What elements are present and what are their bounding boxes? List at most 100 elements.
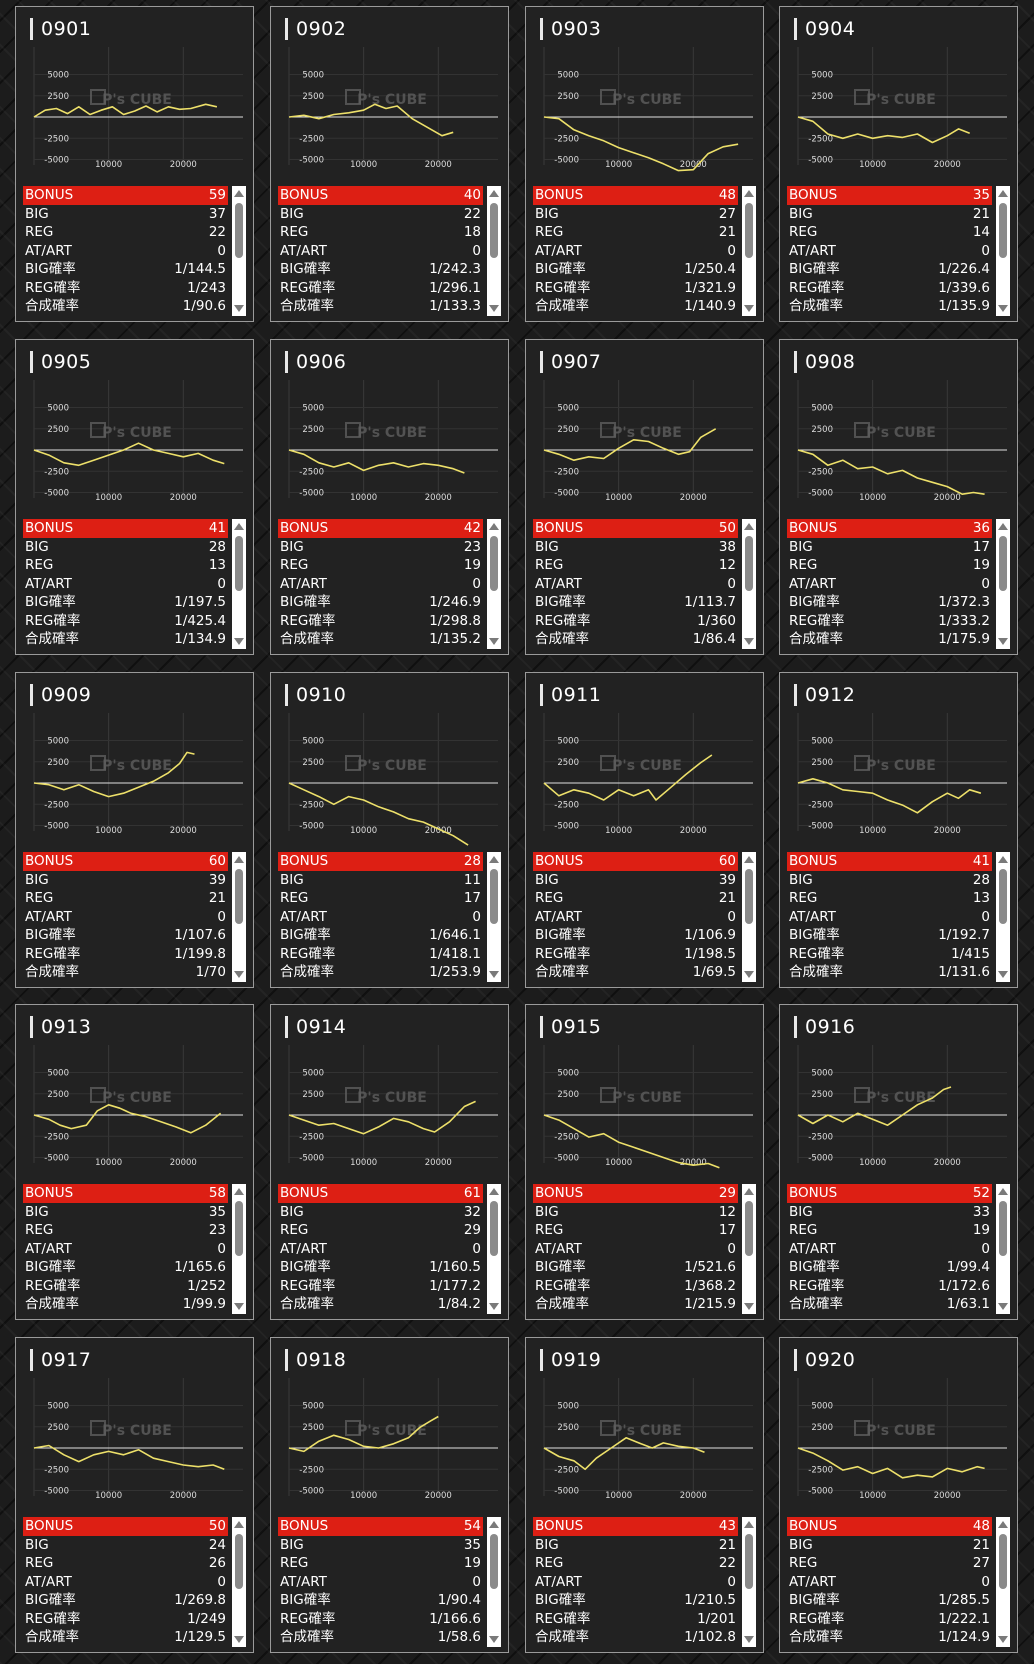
machine-number[interactable]: 0902 xyxy=(296,18,347,40)
scroll-up-arrow-icon[interactable] xyxy=(744,190,754,197)
machine-number[interactable]: 0901 xyxy=(41,18,92,40)
scroll-up-arrow-icon[interactable] xyxy=(998,856,1008,863)
scroll-up-arrow-icon[interactable] xyxy=(489,523,499,530)
scrollbar-thumb[interactable] xyxy=(745,1534,753,1589)
scroll-up-arrow-icon[interactable] xyxy=(489,1188,499,1195)
stats-scrollbar[interactable] xyxy=(232,852,246,982)
stats-scrollbar[interactable] xyxy=(487,186,501,316)
machine-card[interactable]: 0915 10000 20000 5000 2500 -2500 -5000 P's CUB… xyxy=(525,1004,764,1320)
scrollbar-thumb[interactable] xyxy=(490,536,498,591)
scrollbar-thumb[interactable] xyxy=(490,1534,498,1589)
scroll-up-arrow-icon[interactable] xyxy=(744,856,754,863)
machine-card[interactable]: 0904 10000 20000 5000 2500 -2500 -5000 P's CUB… xyxy=(779,6,1018,322)
scroll-down-arrow-icon[interactable] xyxy=(234,971,244,978)
machine-number[interactable]: 0920 xyxy=(805,1349,856,1371)
machine-number[interactable]: 0919 xyxy=(551,1349,602,1371)
machine-card[interactable]: 0910 10000 20000 5000 2500 -2500 -5000 P's CUB… xyxy=(270,672,509,988)
stats-scrollbar[interactable] xyxy=(742,852,756,982)
scroll-up-arrow-icon[interactable] xyxy=(234,523,244,530)
scrollbar-thumb[interactable] xyxy=(745,869,753,924)
machine-card[interactable]: 0911 10000 20000 5000 2500 -2500 -5000 P's CUB… xyxy=(525,672,764,988)
scrollbar-thumb[interactable] xyxy=(999,1534,1007,1589)
machine-number[interactable]: 0904 xyxy=(805,18,856,40)
scrollbar-thumb[interactable] xyxy=(235,536,243,591)
stats-scrollbar[interactable] xyxy=(232,186,246,316)
scrollbar-thumb[interactable] xyxy=(745,536,753,591)
scroll-up-arrow-icon[interactable] xyxy=(998,523,1008,530)
stats-scrollbar[interactable] xyxy=(996,852,1010,982)
machine-number[interactable]: 0912 xyxy=(805,684,856,706)
scroll-up-arrow-icon[interactable] xyxy=(234,1188,244,1195)
scroll-up-arrow-icon[interactable] xyxy=(489,856,499,863)
scroll-up-arrow-icon[interactable] xyxy=(998,190,1008,197)
scroll-up-arrow-icon[interactable] xyxy=(489,190,499,197)
scroll-down-arrow-icon[interactable] xyxy=(234,638,244,645)
stats-scrollbar[interactable] xyxy=(996,519,1010,649)
machine-card[interactable]: 0913 10000 20000 5000 2500 -2500 -5000 P's CUB… xyxy=(15,1004,254,1320)
scroll-down-arrow-icon[interactable] xyxy=(998,1303,1008,1310)
scrollbar-thumb[interactable] xyxy=(235,1534,243,1589)
machine-card[interactable]: 0918 10000 20000 5000 2500 -2500 -5000 P's CUB… xyxy=(270,1337,509,1653)
scrollbar-thumb[interactable] xyxy=(490,1201,498,1256)
scrollbar-thumb[interactable] xyxy=(235,869,243,924)
scroll-up-arrow-icon[interactable] xyxy=(234,856,244,863)
scroll-up-arrow-icon[interactable] xyxy=(489,1521,499,1528)
stats-scrollbar[interactable] xyxy=(487,852,501,982)
machine-number[interactable]: 0909 xyxy=(41,684,92,706)
machine-number[interactable]: 0908 xyxy=(805,351,856,373)
scroll-down-arrow-icon[interactable] xyxy=(998,305,1008,312)
machine-card[interactable]: 0914 10000 20000 5000 2500 -2500 -5000 P's CUB… xyxy=(270,1004,509,1320)
machine-number[interactable]: 0905 xyxy=(41,351,92,373)
machine-number[interactable]: 0913 xyxy=(41,1016,92,1038)
scroll-down-arrow-icon[interactable] xyxy=(998,638,1008,645)
machine-card[interactable]: 0912 10000 20000 5000 2500 -2500 -5000 P's CUB… xyxy=(779,672,1018,988)
stats-scrollbar[interactable] xyxy=(742,186,756,316)
scroll-down-arrow-icon[interactable] xyxy=(489,971,499,978)
scroll-down-arrow-icon[interactable] xyxy=(744,305,754,312)
machine-card[interactable]: 0909 10000 20000 5000 2500 -2500 -5000 P's CUB… xyxy=(15,672,254,988)
scroll-down-arrow-icon[interactable] xyxy=(744,1636,754,1643)
scroll-down-arrow-icon[interactable] xyxy=(744,1303,754,1310)
machine-number[interactable]: 0917 xyxy=(41,1349,92,1371)
stats-scrollbar[interactable] xyxy=(232,1184,246,1314)
machine-card[interactable]: 0919 10000 20000 5000 2500 -2500 -5000 P's CUB… xyxy=(525,1337,764,1653)
machine-card[interactable]: 0901 10000 20000 5000 2500 -2500 -5000 P's CUB… xyxy=(15,6,254,322)
machine-number[interactable]: 0910 xyxy=(296,684,347,706)
machine-card[interactable]: 0916 10000 20000 5000 2500 -2500 -5000 P's CUB… xyxy=(779,1004,1018,1320)
machine-card[interactable]: 0906 10000 20000 5000 2500 -2500 -5000 P's CUB… xyxy=(270,339,509,655)
scroll-down-arrow-icon[interactable] xyxy=(234,1636,244,1643)
machine-number[interactable]: 0907 xyxy=(551,351,602,373)
scrollbar-thumb[interactable] xyxy=(999,1201,1007,1256)
scroll-down-arrow-icon[interactable] xyxy=(489,638,499,645)
scroll-down-arrow-icon[interactable] xyxy=(234,1303,244,1310)
scrollbar-thumb[interactable] xyxy=(235,1201,243,1256)
stats-scrollbar[interactable] xyxy=(742,519,756,649)
machine-number[interactable]: 0906 xyxy=(296,351,347,373)
stats-scrollbar[interactable] xyxy=(996,186,1010,316)
stats-scrollbar[interactable] xyxy=(487,519,501,649)
stats-scrollbar[interactable] xyxy=(232,519,246,649)
scrollbar-thumb[interactable] xyxy=(490,869,498,924)
scroll-down-arrow-icon[interactable] xyxy=(489,305,499,312)
scroll-down-arrow-icon[interactable] xyxy=(744,971,754,978)
stats-scrollbar[interactable] xyxy=(487,1184,501,1314)
machine-card[interactable]: 0903 10000 20000 5000 2500 -2500 -5000 P's CUB… xyxy=(525,6,764,322)
stats-scrollbar[interactable] xyxy=(742,1184,756,1314)
scroll-up-arrow-icon[interactable] xyxy=(998,1188,1008,1195)
stats-scrollbar[interactable] xyxy=(996,1184,1010,1314)
scroll-up-arrow-icon[interactable] xyxy=(234,1521,244,1528)
machine-card[interactable]: 0902 10000 20000 5000 2500 -2500 -5000 P's CUB… xyxy=(270,6,509,322)
scroll-down-arrow-icon[interactable] xyxy=(998,1636,1008,1643)
stats-scrollbar[interactable] xyxy=(232,1517,246,1647)
machine-number[interactable]: 0916 xyxy=(805,1016,856,1038)
machine-card[interactable]: 0917 10000 20000 5000 2500 -2500 -5000 P's CUB… xyxy=(15,1337,254,1653)
machine-number[interactable]: 0903 xyxy=(551,18,602,40)
stats-scrollbar[interactable] xyxy=(742,1517,756,1647)
scroll-up-arrow-icon[interactable] xyxy=(744,1188,754,1195)
machine-number[interactable]: 0914 xyxy=(296,1016,347,1038)
scrollbar-thumb[interactable] xyxy=(745,1201,753,1256)
scroll-up-arrow-icon[interactable] xyxy=(234,190,244,197)
scrollbar-thumb[interactable] xyxy=(999,203,1007,258)
scrollbar-thumb[interactable] xyxy=(490,203,498,258)
scroll-up-arrow-icon[interactable] xyxy=(744,523,754,530)
